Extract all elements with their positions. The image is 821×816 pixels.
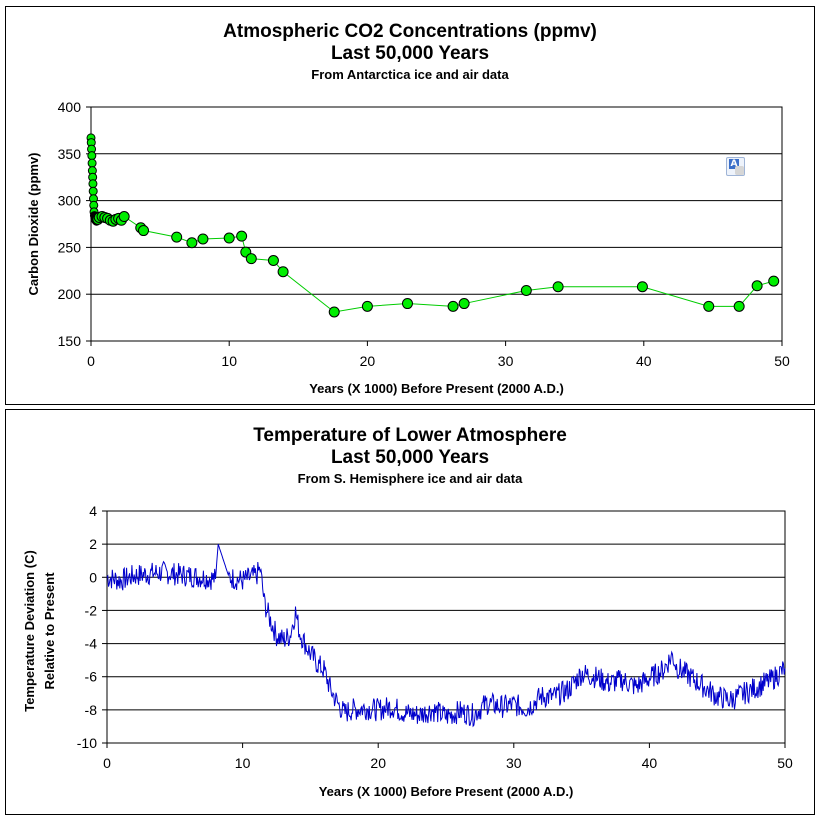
co2-chart-subtitle: Last 50,000 Years	[330, 43, 490, 64]
co2-data-point	[186, 237, 198, 249]
co2-data-point	[87, 151, 97, 161]
co2-data-point	[118, 211, 130, 223]
x-tick-label: 40	[642, 755, 658, 771]
co2-data-point	[768, 275, 780, 287]
x-tick-label: 30	[498, 353, 514, 369]
co2-data-point	[703, 300, 715, 312]
co2-data-point	[197, 233, 209, 245]
x-tick-label: 50	[774, 353, 790, 369]
y-tick-label: -8	[85, 702, 98, 718]
y-tick-label: 200	[58, 286, 82, 302]
co2-data-point	[236, 230, 248, 242]
plot-area	[106, 510, 786, 744]
y-axis-label: Carbon Dioxide (ppmv)	[26, 152, 41, 295]
y-tick-label: 250	[58, 239, 82, 255]
temperature-series-line	[106, 543, 786, 728]
co2-data-point	[401, 298, 413, 310]
co2-chart-svg: 150 200 250 300 350 400 0 10 20 30 40 50 Years (X 10…	[26, 99, 790, 396]
co2-data-point	[552, 281, 564, 293]
co2-data-point	[520, 284, 532, 296]
co2-data-point	[138, 225, 150, 237]
co2-data-point	[88, 186, 98, 196]
co2-data-point	[361, 300, 373, 312]
co2-chart-source: From Antarctica ice and air data	[311, 67, 509, 82]
x-axis-label: Years (X 1000) Before Present (2000 A.D.…	[309, 381, 564, 396]
co2-data-point	[223, 232, 235, 244]
translate-icon[interactable]: A	[726, 157, 745, 176]
co2-data-point	[733, 300, 745, 312]
co2-data-point	[458, 298, 470, 310]
x-tick-label: 40	[636, 353, 652, 369]
x-tick-label: 0	[87, 353, 95, 369]
plot-area	[90, 106, 783, 342]
x-tick-label: 20	[370, 755, 386, 771]
y-tick-label: -2	[85, 602, 98, 618]
co2-data-point	[328, 306, 340, 318]
co2-chart-titles: Atmospheric CO2 Concentrations (ppmv) La…	[6, 21, 814, 83]
co2-data-point	[267, 255, 279, 267]
temperature-chart-source: From S. Hemisphere ice and air data	[297, 471, 523, 486]
y-tick-label: 300	[58, 193, 82, 209]
x-tick-label: 20	[360, 353, 376, 369]
y-tick-label: 400	[58, 99, 82, 115]
y-tick-label: 4	[89, 503, 97, 519]
y-axis-label-line2: Relative to Present	[42, 572, 57, 690]
y-tick-label: 350	[58, 146, 82, 162]
co2-data-point	[88, 179, 98, 189]
co2-chart-panel: Atmospheric CO2 Concentrations (ppmv) La…	[5, 6, 815, 405]
temperature-chart-panel: Temperature of Lower Atmosphere Last 50,…	[5, 409, 815, 815]
co2-data-point	[171, 231, 183, 243]
x-tick-label: 10	[235, 755, 251, 771]
y-tick-label: 0	[89, 569, 97, 585]
x-tick-label: 0	[103, 755, 111, 771]
temperature-chart-subtitle: Last 50,000 Years	[330, 447, 490, 468]
co2-chart-title: Atmospheric CO2 Concentrations (ppmv)	[223, 21, 597, 42]
y-tick-label: -10	[77, 735, 97, 751]
co2-data-point	[87, 158, 97, 168]
y-axis-label-line1: Temperature Deviation (C)	[22, 550, 37, 712]
x-axis-label: Years (X 1000) Before Present (2000 A.D.…	[319, 784, 574, 799]
co2-data-point	[447, 300, 459, 312]
y-tick-label: -4	[85, 636, 98, 652]
x-tick-label: 30	[506, 755, 522, 771]
co2-data-point	[245, 253, 257, 265]
co2-data-point	[751, 280, 763, 292]
co2-data-point	[277, 266, 289, 278]
x-tick-label: 10	[221, 353, 237, 369]
y-tick-label: -6	[85, 669, 98, 685]
y-tick-label: 150	[58, 333, 82, 349]
y-tick-label: 2	[89, 536, 97, 552]
co2-data-point	[636, 281, 648, 293]
temperature-chart-title: Temperature of Lower Atmosphere	[253, 425, 567, 446]
x-tick-label: 50	[777, 755, 793, 771]
temperature-chart-titles: Temperature of Lower Atmosphere Last 50,…	[6, 425, 814, 487]
